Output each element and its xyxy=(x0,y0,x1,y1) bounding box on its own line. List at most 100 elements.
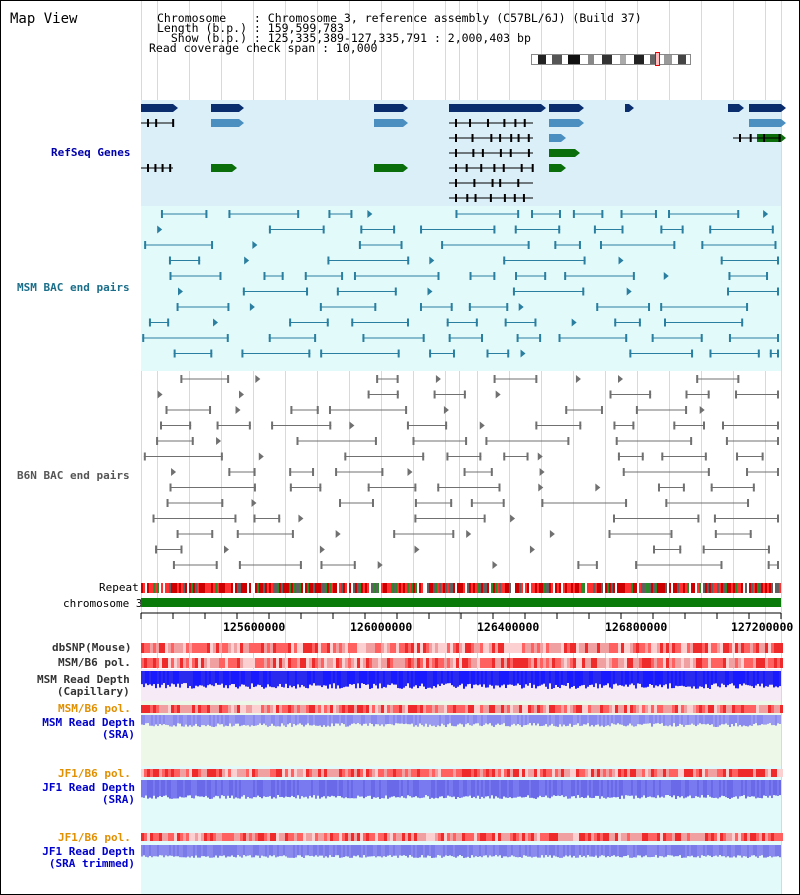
msm-b6-pol-heat xyxy=(297,658,300,668)
jf1-depth-trim-bar xyxy=(507,845,509,858)
msm-b6-pol2-heat xyxy=(195,705,198,713)
msm-depth-cap-bar xyxy=(617,671,619,686)
dbsnp-label[interactable]: dbSNP(Mouse) xyxy=(52,641,132,654)
repeat-bar xyxy=(161,583,163,593)
jf1-depth-trim-label[interactable]: JF1 Read Depth (SRA trimmed) xyxy=(42,845,135,870)
jf1-depth-sra-bar xyxy=(713,780,715,799)
repeat-bar xyxy=(361,583,363,593)
jf1-b6-pol-heat xyxy=(768,769,771,777)
b6n-bac-label[interactable]: B6N BAC end pairs xyxy=(17,469,130,482)
msm-depth-cap-bar xyxy=(297,671,299,685)
b6n-bac-arrow xyxy=(479,421,485,430)
jf1-depth-trim-bar xyxy=(253,845,255,858)
msm-b6-pol2-label[interactable]: MSM/B6 pol. xyxy=(58,702,131,715)
msm-depth-cap-bar xyxy=(675,671,677,686)
chromosome-ideogram[interactable] xyxy=(531,54,691,65)
jf1-depth-sra-bar xyxy=(661,780,663,797)
dbsnp-heat xyxy=(213,643,216,653)
msm-depth-sra-bar xyxy=(653,715,655,725)
jf1-depth-trim-bar xyxy=(165,845,167,856)
msm-depth-cap-bar xyxy=(155,671,157,689)
msm-bac-end xyxy=(766,272,769,280)
jf1-depth-sra-bar xyxy=(149,780,151,798)
msm-depth-cap-bar xyxy=(709,671,711,689)
msm-b6-pol-heat xyxy=(312,658,315,668)
b6n-bac-end xyxy=(234,514,237,523)
msm-depth-sra-bar xyxy=(413,715,415,727)
jf1-b6-pol-heat xyxy=(543,769,546,777)
jf1-b6-pol-heat xyxy=(636,769,639,777)
b6n-bac-end xyxy=(155,545,158,554)
jf1-depth-trim-bar xyxy=(591,845,593,857)
jf1-depth-sra-bar xyxy=(171,780,173,799)
repeat-label[interactable]: Repeat xyxy=(99,581,139,594)
jf1-depth-sra-bar xyxy=(173,780,175,799)
jf1-depth-trim-bar xyxy=(287,845,289,858)
msm-depth-cap-label[interactable]: MSM Read Depth (Capillary) xyxy=(37,673,130,698)
jf1-depth-trim-bar xyxy=(215,845,217,856)
b6n-bac-end xyxy=(707,468,710,476)
msm-depth-sra-bar xyxy=(455,715,457,727)
jf1-depth-trim-bar xyxy=(599,845,601,857)
dbsnp-heat xyxy=(570,643,573,653)
jf1-b6-pol-heat xyxy=(195,769,198,777)
jf1-depth-trim-bar xyxy=(425,845,427,858)
msm-depth-sra-bar xyxy=(735,715,737,724)
dbsnp-heat xyxy=(432,643,435,653)
grid-line xyxy=(381,1,382,894)
msm-b6-pol-label[interactable]: MSM/B6 pol. xyxy=(58,656,131,669)
jf1-depth-sra-bar xyxy=(529,780,531,798)
jf1-b6-pol-heat xyxy=(609,769,612,777)
msm-depth-sra-bar xyxy=(731,715,733,725)
msm-b6-pol-heat xyxy=(576,658,579,668)
msm-depth-cap-bar xyxy=(665,671,667,685)
msm-b6-pol-heat xyxy=(333,658,336,668)
jf1-depth-sra-bar xyxy=(489,780,491,799)
jf1-b6-pol2-heat xyxy=(594,833,597,841)
msm-depth-cap-bar xyxy=(681,671,683,686)
msm-depth-sra-label[interactable]: MSM Read Depth (SRA) xyxy=(42,716,135,741)
msm-depth-cap-bar xyxy=(543,671,545,684)
msm-b6-pol2-heat xyxy=(186,705,189,713)
jf1-b6-pol-heat xyxy=(237,769,240,777)
refseq-label[interactable]: RefSeq Genes xyxy=(51,146,131,159)
jf1-depth-sra-bar xyxy=(471,780,473,798)
jf1-b6-pol-heat xyxy=(585,769,588,777)
msm-depth-cap-bar xyxy=(553,671,555,689)
msm-depth-cap-bar xyxy=(173,671,175,685)
msm-depth-sra-bar xyxy=(685,715,687,726)
msm-b6-pol2-heat xyxy=(738,705,741,713)
b6n-bac-arrow xyxy=(510,514,516,523)
dbsnp-heat xyxy=(537,643,540,653)
msm-bac-label[interactable]: MSM BAC end pairs xyxy=(17,281,130,294)
jf1-b6-pol-heat xyxy=(270,769,273,777)
msm-b6-pol-heat xyxy=(609,658,612,668)
b6n-bac-arrow xyxy=(495,390,501,399)
jf1-depth-sra-bar xyxy=(331,780,333,796)
msm-depth-sra-bar xyxy=(723,715,725,725)
repeat-bar xyxy=(503,583,505,593)
refseq-exon xyxy=(491,179,494,187)
jf1-depth-sra-bar xyxy=(511,780,513,799)
msm-b6-pol-heat xyxy=(744,658,747,668)
jf1-depth-sra-bar xyxy=(671,780,673,798)
jf1-b6-pol-heat xyxy=(702,769,705,777)
jf1-b6-pol2-label[interactable]: JF1/B6 pol. xyxy=(58,831,131,844)
msm-depth-cap-bar xyxy=(633,671,635,686)
jf1-depth-sra-bar xyxy=(577,780,579,796)
msm-depth-cap-bar xyxy=(339,671,341,689)
jf1-depth-trim-bar xyxy=(737,845,739,856)
jf1-depth-trim-bar xyxy=(717,845,719,857)
msm-depth-cap-bar xyxy=(391,671,393,684)
repeat-bar xyxy=(731,583,733,593)
jf1-b6-pol-label[interactable]: JF1/B6 pol. xyxy=(58,767,131,780)
jf1-b6-pol2-heat xyxy=(486,833,489,841)
msm-depth-cap-bar xyxy=(587,671,589,687)
jf1-depth-sra-bar xyxy=(273,780,275,798)
msm-depth-sra-bar xyxy=(333,715,335,727)
jf1-depth-sra-label[interactable]: JF1 Read Depth (SRA) xyxy=(42,781,135,806)
jf1-b6-pol2-heat xyxy=(387,833,390,841)
jf1-depth-trim-bar xyxy=(423,845,425,858)
repeat-bar xyxy=(325,583,327,593)
